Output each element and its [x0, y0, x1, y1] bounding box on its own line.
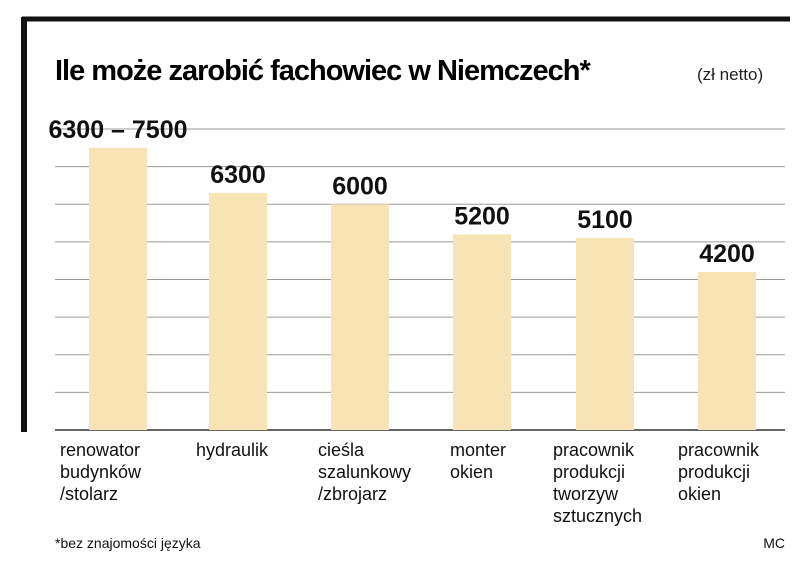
value-label: 4200 [699, 240, 755, 268]
bar [331, 204, 389, 430]
value-label: 6000 [332, 172, 388, 200]
value-label: 6300 – 7500 [48, 116, 187, 144]
x-tick-label: hydraulik [196, 440, 269, 460]
x-tick-label: monter okien [450, 440, 506, 482]
source: MC [763, 535, 785, 551]
value-label: 5100 [577, 206, 633, 234]
chart-title: Ile może zarobić fachowiec w Niemczech* [55, 55, 591, 87]
value-label: 6300 [210, 161, 266, 189]
value-label: 5200 [454, 202, 510, 230]
bar [576, 238, 634, 430]
bar [89, 147, 147, 430]
bar [698, 271, 756, 430]
footnote: *bez znajomości języka [55, 535, 201, 551]
chart-subtitle: (zł netto) [697, 65, 763, 84]
bar [209, 192, 267, 430]
x-tick-label: pracownik produkcji tworzyw sztucznych [553, 440, 642, 526]
x-tick-label: cieśla szalunkowy/zbrojarz [318, 440, 411, 504]
x-tick-label: pracownik produkcji okien [678, 440, 760, 504]
bar [453, 234, 511, 430]
x-tick-label: renowator budynków/stolarz [60, 440, 142, 504]
